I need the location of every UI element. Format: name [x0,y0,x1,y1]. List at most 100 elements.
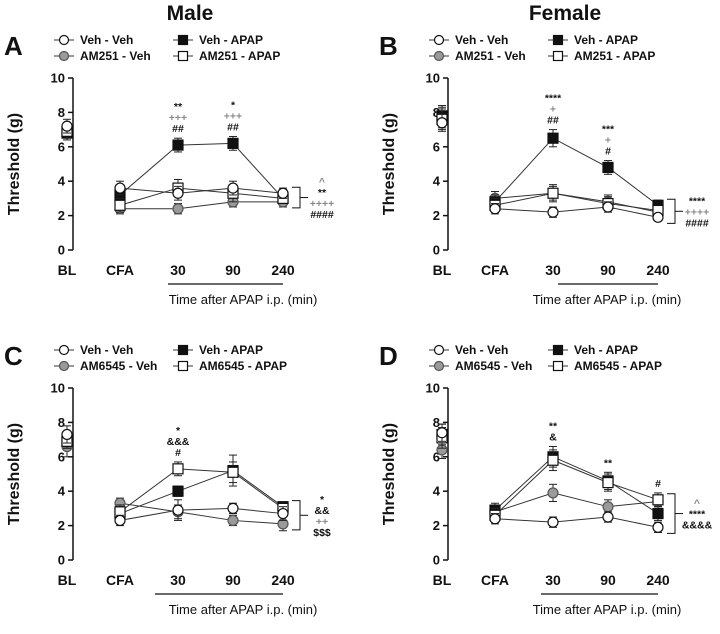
panel-d-x-tick-label-0: BL [433,572,452,588]
panel-a-legend-label-3: AM251 - APAP [199,49,280,63]
panel-a-series-line-3 [119,187,284,206]
panel-a-bracket-sig-3: #### [310,209,334,221]
panel-b: B Veh - Veh AM251 - Veh Veh - APAP AM251 - A… [379,31,709,307]
panel-a-bracket-sig-2: ++++ [310,198,335,210]
panel-c-x-tick-label-1: CFA [106,572,134,588]
panel-d-legend-label-3: AM6545 - APAP [574,359,662,373]
panel-b-point-2-3 [602,161,614,174]
panel-c-legend-label-2: Veh - APAP [199,343,263,357]
panel-d-point-0-0 [436,427,448,439]
panel-d-legend-label-0: Veh - Veh [455,343,508,357]
panel-d-x-tick-label-2: 30 [545,572,561,588]
panel-c-legend-label-3: AM6545 - APAP [199,359,287,373]
panel-a-legend-label-2: Veh - APAP [199,33,263,47]
panel-c-sig-0-1: &&& [167,436,190,448]
panel-b-sig-0-0: **** [545,93,562,105]
panel-c-legend-marker-0 [58,344,70,356]
panel-b-sig-0-1: + [550,104,556,116]
panel-d-point-1-3 [602,501,614,513]
panel-d-legend-marker-0 [433,344,445,356]
panel-b-bracket-sig-0: **** [689,195,706,207]
panel-c-point-0-1 [114,514,126,527]
panel-b-legend-marker-1 [433,50,445,62]
panel-a-legend-label-0: Veh - Veh [80,33,133,47]
panel-d-series-line-0 [494,516,659,528]
panel-b-point-0-2 [547,206,559,218]
panel-a-point-0-0 [61,120,73,132]
panel-d-y-tick-label-1: 2 [433,518,440,533]
panel-c-sig-0-0: * [176,425,181,437]
panel-c-point-0-3 [227,502,239,514]
panel-c-point-3-3 [227,466,239,478]
panel-b-x-tick-label-4: 240 [646,262,670,278]
panel-a-sig-0-2: ## [172,123,184,135]
panel-c-letter: C [4,341,23,371]
panel-c-y-tick-label-0: 0 [58,553,65,568]
panel-a-legend-marker-1 [58,50,70,62]
panel-b-point-3-2 [547,187,559,199]
panel-a-series-line-1 [120,201,283,210]
panel-a-x-tick-label-2: 30 [170,262,186,278]
panel-d-y-tick-label-2: 4 [433,484,441,499]
panel-d-sig-0-1: & [549,431,557,443]
panel-d-y-tick-label-3: 6 [433,449,440,464]
panel-b-x-tick-label-2: 30 [545,262,561,278]
panel-b-x-tick-label-0: BL [433,262,452,278]
panel-b-sig-1-0: *** [602,124,615,136]
panel-d-point-0-2 [547,516,559,528]
panel-c-bracket-sig-3: $$$ [313,527,331,539]
panel-a-point-0-3 [227,182,239,194]
panel-a-y-tick-label-1: 2 [58,208,65,223]
panel-d-point-3-4 [652,494,664,506]
panel-b-legend-label-0: Veh - Veh [455,33,508,47]
panel-c-legend-marker-3 [177,360,189,372]
panel-c: C Veh - Veh AM6545 - Veh Veh - APAP AM6545 -… [4,341,331,617]
panel-d-legend-marker-1 [433,360,445,372]
panel-d-point-0-1 [489,513,501,525]
panel-a-sig-1-2: ## [227,121,239,133]
panel-c-y-tick-label-1: 2 [58,518,65,533]
panel-d-x-tick-label-1: CFA [481,572,509,588]
panel-d-x-tick-label-3: 90 [600,572,616,588]
panel-a-bracket-sig-1: ** [318,187,327,199]
panel-c-bracket-sig-0: * [320,494,325,506]
panel-b-y-tick-label-0: 0 [433,243,440,258]
panel-d: D Veh - Veh AM6545 - Veh Veh - APAP AM6545 -… [379,341,713,617]
panel-b-series-line-3 [494,192,659,211]
panel-d-bracket [667,493,676,534]
panel-b-series-line-0 [494,206,659,218]
panel-b-x-tick-label-3: 90 [600,262,616,278]
panel-a-legend-marker-3 [177,50,189,62]
panel-a-legend-marker-0 [58,34,70,46]
panel-c-legend-label-0: Veh - Veh [80,343,133,357]
panel-b-sig-1-2: # [605,146,611,158]
panel-a-sig-1-1: +++ [224,110,242,122]
panel-b-bracket-sig-1: ++++ [685,206,710,218]
panel-c-series-line-1 [119,502,284,525]
panel-a-x-axis-label: Time after APAP i.p. (min) [169,292,318,307]
panel-c-legend-marker-1 [58,360,70,372]
panel-a-legend-label-1: AM251 - Veh [80,49,151,63]
panel-d-bracket-sig-2: &&&& [682,520,713,532]
panel-c-point-0-0 [61,428,73,441]
panel-c-point-3-2 [172,463,184,475]
panel-a-series-line-2 [119,142,284,199]
panel-d-y-tick-label-0: 0 [433,553,440,568]
panel-b-letter: B [379,31,398,61]
panel-d-bracket-sig-0: ^ [694,498,700,510]
panel-d-series-line-3 [494,459,659,516]
panel-b-series-line-2 [494,137,659,206]
panel-b-point-2-2 [547,132,559,144]
panel-a-y-axis-label: Threshold (g) [6,113,23,215]
panel-d-y-tick-label-4: 8 [433,415,440,430]
panel-a-y-tick-label-2: 4 [58,174,66,189]
panel-c-x-tick-label-0: BL [58,572,77,588]
panel-d-point-0-4 [652,521,664,533]
panel-a-point-2-3 [227,137,239,149]
panel-c-x-tick-label-2: 30 [170,572,186,588]
panel-c-x-tick-label-3: 90 [225,572,241,588]
panel-c-y-tick-label-3: 6 [58,449,65,464]
panel-c-series-line-0 [119,507,284,521]
panel-a-y-tick-label-4: 8 [58,105,65,120]
